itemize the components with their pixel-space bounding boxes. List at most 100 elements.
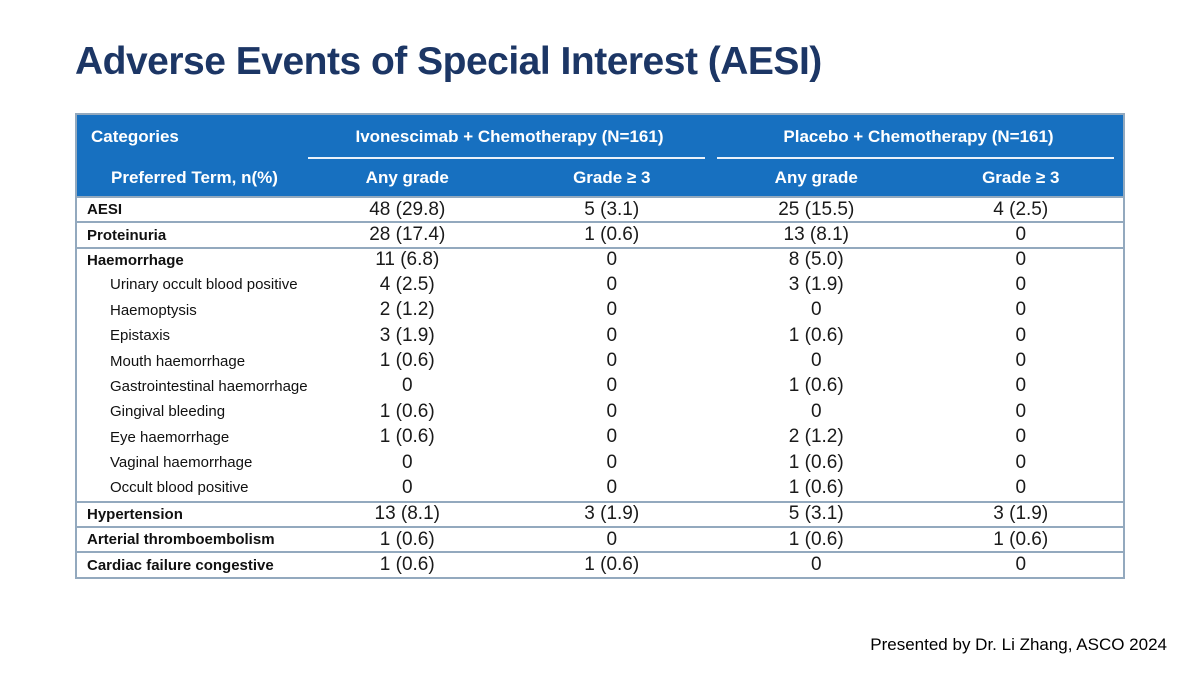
value-cell: 0	[1015, 273, 1027, 295]
preferred-term-cell: Epistaxis	[110, 327, 171, 345]
value-cell: 0	[401, 375, 413, 397]
preferred-term-cell: AESI	[87, 201, 123, 219]
table-row: Urinary occult blood positive 4 (2.5) 0 3 (…	[77, 272, 1123, 297]
value-cell: 1 (0.6)	[379, 400, 435, 422]
value-cell: 25 (15.5)	[778, 198, 855, 220]
grade3-header-placebo: Grade ≥ 3	[982, 167, 1060, 187]
arm-label: Ivonescimab + Chemotherapy (N=161)	[355, 127, 664, 146]
value-cell: 4 (2.5)	[379, 273, 435, 295]
any-grade-header-ivonescimab: Any grade	[365, 167, 449, 187]
value-cell: 2 (1.2)	[379, 299, 435, 321]
value-cell: 4 (2.5)	[993, 198, 1049, 220]
value-cell: 0	[810, 299, 822, 321]
table-row: Haemoptysis 2 (1.2) 0 0 0	[77, 298, 1123, 323]
table-row: AESI 48 (29.8) 5 (3.1) 25 (15.5) 4 (2.5)	[77, 196, 1123, 221]
table-row: Arterial thromboembolism 1 (0.6) 0 1 (0.6) 1…	[77, 526, 1123, 551]
value-cell: 1 (0.6)	[379, 350, 435, 372]
aesi-table: Categories Ivonescimab + Chemotherapy (N…	[75, 113, 1125, 579]
value-cell: 13 (8.1)	[374, 503, 440, 525]
table-row: Vaginal haemorrhage 0 0 1 (0.6) 0	[77, 450, 1123, 475]
header-underline	[308, 157, 705, 159]
value-cell: 1 (0.6)	[788, 375, 844, 397]
value-cell: 0	[606, 451, 618, 473]
preferred-term-header: Preferred Term, n(%)	[111, 167, 278, 187]
value-cell: 0	[1015, 426, 1027, 448]
value-cell: 1 (0.6)	[584, 554, 640, 576]
value-cell: 0	[810, 350, 822, 372]
table-row: Hypertension 13 (8.1) 3 (1.9) 5 (3.1) 3 (1.9…	[77, 500, 1123, 526]
preferred-term-cell: Haemorrhage	[87, 251, 184, 269]
table-row: Gastrointestinal haemorrhage 0 0 1 (0.6) 0	[77, 374, 1123, 399]
value-cell: 0	[401, 476, 413, 498]
value-cell: 0	[606, 400, 618, 422]
value-cell: 8 (5.0)	[788, 249, 844, 271]
preferred-term-cell: Vaginal haemorrhage	[110, 454, 253, 472]
table-row: Gingival bleeding 1 (0.6) 0 0 0	[77, 399, 1123, 424]
preferred-term-cell: Haemoptysis	[110, 301, 197, 319]
table-body: AESI 48 (29.8) 5 (3.1) 25 (15.5) 4 (2.5) Prot…	[77, 196, 1123, 577]
table-row: Eye haemorrhage 1 (0.6) 0 2 (1.2) 0	[77, 425, 1123, 450]
value-cell: 48 (29.8)	[369, 198, 446, 220]
value-cell: 1 (0.6)	[788, 528, 844, 550]
value-cell: 2 (1.2)	[788, 426, 844, 448]
table-row: Proteinuria 28 (17.4) 1 (0.6) 13 (8.1) 0	[77, 221, 1123, 246]
page-title: Adverse Events of Special Interest (AESI…	[75, 40, 822, 83]
value-cell: 13 (8.1)	[783, 224, 849, 246]
value-cell: 0	[1015, 299, 1027, 321]
value-cell: 0	[1015, 249, 1027, 271]
value-cell: 3 (1.9)	[993, 503, 1049, 525]
preferred-term-cell: Occult blood positive	[110, 479, 249, 497]
table-row: Occult blood positive 0 0 1 (0.6) 0	[77, 475, 1123, 500]
value-cell: 0	[606, 426, 618, 448]
preferred-term-cell: Urinary occult blood positive	[110, 276, 298, 294]
header-row-grades: Preferred Term, n(%) Any grade Grade ≥ 3…	[77, 159, 1123, 196]
value-cell: 3 (1.9)	[379, 324, 435, 346]
value-cell: 1 (0.6)	[993, 528, 1049, 550]
preferred-term-cell: Gingival bleeding	[110, 403, 226, 421]
value-cell: 28 (17.4)	[369, 224, 446, 246]
preferred-term-cell: Mouth haemorrhage	[110, 352, 246, 370]
presenter-credit: Presented by Dr. Li Zhang, ASCO 2024	[870, 635, 1167, 654]
ivonescimab-arm-header: Ivonescimab + Chemotherapy (N=161)	[305, 115, 714, 159]
table-row: Epistaxis 3 (1.9) 0 1 (0.6) 0	[77, 323, 1123, 348]
value-cell: 1 (0.6)	[379, 426, 435, 448]
value-cell: 0	[1015, 375, 1027, 397]
value-cell: 0	[1015, 400, 1027, 422]
preferred-term-cell: Hypertension	[87, 505, 183, 523]
preferred-term-cell: Cardiac failure congestive	[87, 556, 274, 574]
value-cell: 0	[606, 299, 618, 321]
value-cell: 0	[606, 273, 618, 295]
value-cell: 0	[1015, 350, 1027, 372]
value-cell: 1 (0.6)	[788, 476, 844, 498]
value-cell: 0	[810, 554, 822, 576]
value-cell: 0	[606, 476, 618, 498]
preferred-term-cell: Eye haemorrhage	[110, 428, 230, 446]
value-cell: 1 (0.6)	[379, 528, 435, 550]
value-cell: 1 (0.6)	[379, 554, 435, 576]
value-cell: 0	[606, 324, 618, 346]
preferred-term-cell: Arterial thromboembolism	[87, 531, 275, 549]
value-cell: 0	[606, 249, 618, 271]
value-cell: 0	[810, 400, 822, 422]
placebo-arm-header: Placebo + Chemotherapy (N=161)	[714, 115, 1123, 159]
categories-header: Categories	[91, 127, 179, 146]
value-cell: 0	[606, 375, 618, 397]
value-cell: 0	[1015, 476, 1027, 498]
preferred-term-cell: Proteinuria	[87, 226, 167, 244]
value-cell: 1 (0.6)	[788, 451, 844, 473]
table-row: Haemorrhage 11 (6.8) 0 8 (5.0) 0	[77, 246, 1123, 272]
value-cell: 1 (0.6)	[584, 224, 640, 246]
table-row: Mouth haemorrhage 1 (0.6) 0 0 0	[77, 348, 1123, 373]
table-header: Categories Ivonescimab + Chemotherapy (N…	[77, 115, 1123, 196]
arm-label: Placebo + Chemotherapy (N=161)	[783, 127, 1054, 146]
preferred-term-cell: Gastrointestinal haemorrhage	[110, 377, 308, 395]
value-cell: 0	[1015, 554, 1027, 576]
value-cell: 11 (6.8)	[375, 249, 440, 271]
value-cell: 5 (3.1)	[788, 503, 844, 525]
value-cell: 3 (1.9)	[788, 273, 844, 295]
header-row-arms: Categories Ivonescimab + Chemotherapy (N…	[77, 115, 1123, 159]
grade3-header-ivonescimab: Grade ≥ 3	[573, 167, 651, 187]
value-cell: 0	[401, 451, 413, 473]
value-cell: 1 (0.6)	[788, 324, 844, 346]
value-cell: 0	[1015, 324, 1027, 346]
